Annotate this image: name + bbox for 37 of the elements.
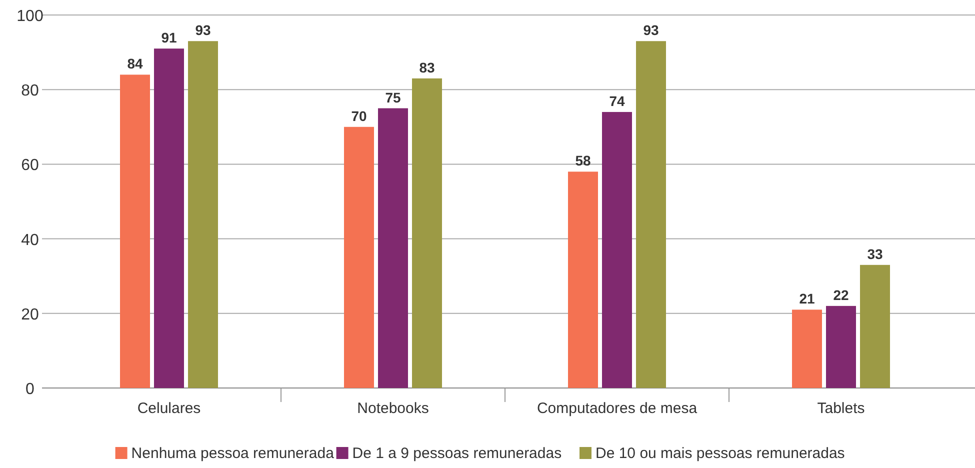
data-label: 21: [799, 290, 815, 307]
data-label: 22: [833, 286, 849, 303]
x-tick-label: Tablets: [817, 400, 865, 417]
y-tick-label: 20: [21, 306, 39, 324]
data-label: 93: [195, 22, 211, 38]
data-label: 33: [867, 246, 883, 262]
y-tick-label: 60: [21, 157, 39, 174]
x-tick-label: Celulares: [137, 400, 201, 417]
bar: [188, 41, 218, 388]
data-label: 93: [643, 22, 659, 38]
legend-label: De 1 a 9 pessoas remuneradas: [352, 445, 562, 462]
data-label: 91: [161, 30, 177, 46]
bar: [120, 74, 150, 388]
data-label: 74: [609, 92, 625, 109]
bar: [344, 126, 374, 388]
y-tick-label: 100: [16, 8, 44, 25]
y-tick-label: 40: [21, 232, 39, 249]
bar: [378, 108, 408, 388]
legend-label: De 10 ou mais pessoas remuneradas: [596, 445, 845, 462]
bar: [412, 78, 442, 388]
data-label: 84: [127, 56, 143, 72]
data-label: 75: [385, 89, 401, 106]
data-label: 58: [575, 152, 591, 169]
y-tick-label: 0: [26, 381, 35, 398]
y-tick-label: 80: [21, 82, 39, 100]
bar: [568, 172, 598, 388]
bar: [602, 112, 632, 388]
bar: [636, 41, 666, 388]
legend-label: Nenhuma pessoa remunerada: [131, 445, 335, 462]
x-tick-label: Notebooks: [357, 400, 429, 417]
bar: [826, 306, 856, 388]
data-label: 83: [419, 59, 435, 76]
bar: [860, 264, 890, 388]
x-tick-label: Computadores de mesa: [536, 400, 698, 417]
bar: [792, 310, 822, 388]
data-label: 70: [351, 108, 367, 124]
bar: [154, 48, 184, 388]
